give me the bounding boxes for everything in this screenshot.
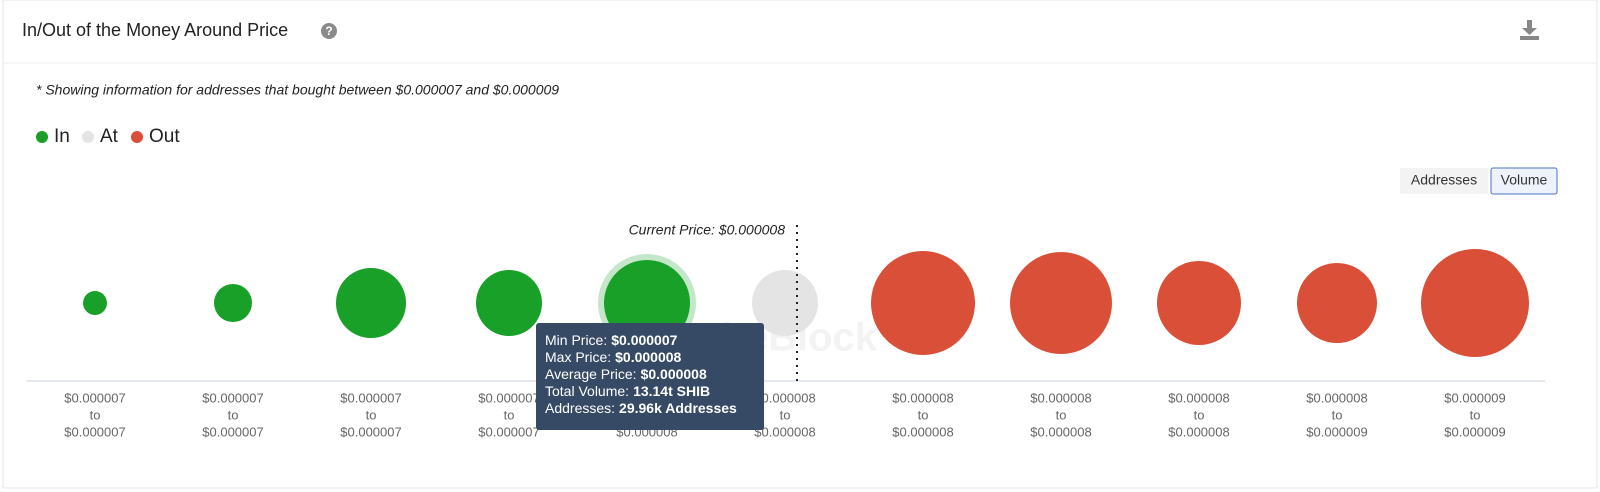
tooltip-row: Addresses: 29.96k Addresses <box>545 400 737 416</box>
x-tick-label: $0.000008 <box>892 424 953 439</box>
bubble[interactable] <box>335 267 407 339</box>
tooltip-value: $0.000007 <box>611 332 677 348</box>
tooltip-row: Max Price: $0.000008 <box>545 349 682 365</box>
tooltip-label: Min Price: <box>545 332 607 348</box>
tooltip-label: Average Price: <box>545 366 637 382</box>
x-tick-label: $0.000007 <box>478 424 539 439</box>
x-tick-label: to <box>1194 407 1205 422</box>
tooltip-row: Average Price: $0.000008 <box>545 366 707 382</box>
tooltip-value: $0.000008 <box>641 366 707 382</box>
x-tick-label: $0.000007 <box>64 390 125 405</box>
x-tick-label: $0.000007 <box>340 424 401 439</box>
tooltip-row: Min Price: $0.000007 <box>545 332 678 348</box>
download-icon[interactable] <box>1520 20 1539 40</box>
toggle-button[interactable] <box>1490 167 1558 195</box>
bubble[interactable] <box>1421 249 1529 357</box>
bubble[interactable] <box>475 269 543 337</box>
x-tick-label: $0.000007 <box>478 390 539 405</box>
note: * Showing information for addresses that… <box>36 82 559 98</box>
x-tick-label: to <box>918 407 929 422</box>
x-tick-label: $0.000008 <box>1030 390 1091 405</box>
x-tick-label: to <box>504 407 515 422</box>
x-tick-label: to <box>780 407 791 422</box>
legend-label: Out <box>149 126 180 147</box>
x-tick-label: $0.000008 <box>1168 390 1229 405</box>
x-tick-label: $0.000007 <box>64 424 125 439</box>
bubble[interactable] <box>1010 252 1112 354</box>
current-price-label: Current Price: $0.000008 <box>629 222 786 238</box>
legend-dot <box>131 131 143 143</box>
x-tick-label: to <box>1332 407 1343 422</box>
x-tick-label: $0.000008 <box>754 424 815 439</box>
tooltip-row: Total Volume: 13.14t SHIB <box>545 383 710 399</box>
toggle-button[interactable] <box>1400 168 1488 194</box>
x-tick-label: $0.000008 <box>892 390 953 405</box>
x-tick-label: $0.000007 <box>202 390 263 405</box>
toggle-label[interactable]: Volume <box>1501 172 1548 188</box>
x-tick-label: $0.000009 <box>1306 424 1367 439</box>
tooltip-value: $0.000008 <box>615 349 681 365</box>
tooltip-value: 13.14t SHIB <box>633 383 710 399</box>
bubble[interactable] <box>83 291 107 315</box>
tooltip-box <box>536 323 764 430</box>
tooltip-label: Total Volume: <box>545 383 629 399</box>
x-tick-label: to <box>1056 407 1067 422</box>
tooltip-value: 29.96k Addresses <box>619 400 737 416</box>
x-tick-label: to <box>1470 407 1481 422</box>
bubble[interactable] <box>213 283 253 323</box>
bubble[interactable] <box>1296 262 1378 344</box>
svg-text:?: ? <box>325 24 332 38</box>
x-tick-label: $0.000007 <box>340 390 401 405</box>
help-icon[interactable]: ? <box>321 23 337 39</box>
toggle-label[interactable]: Addresses <box>1411 172 1477 188</box>
bubble[interactable] <box>751 269 819 337</box>
title: In/Out of the Money Around Price <box>22 20 288 40</box>
x-tick-label: $0.000008 <box>1030 424 1091 439</box>
x-tick-label: $0.000008 <box>754 390 815 405</box>
tooltip-label: Max Price: <box>545 349 611 365</box>
x-tick-label: to <box>90 407 101 422</box>
x-tick-label: $0.000008 <box>1168 424 1229 439</box>
tooltip-label: Addresses: <box>545 400 615 416</box>
bubble[interactable] <box>1156 260 1242 346</box>
x-tick-label: $0.000009 <box>1444 390 1505 405</box>
legend-label: At <box>100 126 119 147</box>
x-tick-label: to <box>366 407 377 422</box>
x-tick-label: $0.000008 <box>1306 390 1367 405</box>
legend-dot <box>36 131 48 143</box>
bubble[interactable] <box>870 250 976 356</box>
x-tick-label: to <box>228 407 239 422</box>
legend-label: In <box>54 126 70 147</box>
legend-dot <box>82 131 94 143</box>
x-tick-label: $0.000007 <box>202 424 263 439</box>
x-tick-label: $0.000009 <box>1444 424 1505 439</box>
